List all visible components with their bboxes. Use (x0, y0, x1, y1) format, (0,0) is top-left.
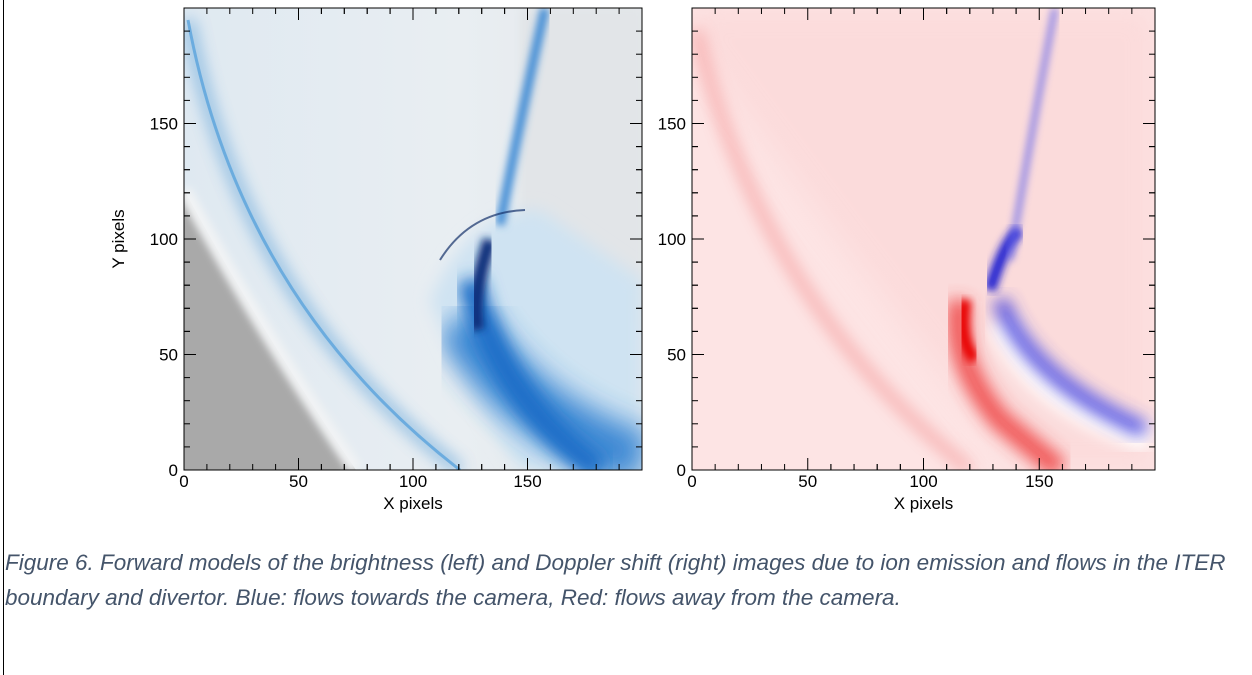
y-tick-label: 100 (150, 230, 178, 249)
y-tick-label: 150 (658, 115, 686, 134)
y-tick-label: 50 (667, 346, 686, 365)
y-tick-label: 0 (677, 461, 686, 480)
x-tick-label: 150 (1025, 472, 1053, 491)
y-tick-label: 0 (169, 461, 178, 480)
figure-caption: Figure 6. Forward models of the brightne… (5, 546, 1230, 615)
x-tick-label: 150 (513, 472, 541, 491)
x-axis-label: X pixels (894, 494, 954, 513)
brightness-image (184, 8, 642, 470)
x-axis-label: X pixels (383, 494, 443, 513)
y-axis-label: Y pixels (109, 209, 128, 268)
y-tick-label: 50 (159, 346, 178, 365)
x-tick-label: 50 (798, 472, 817, 491)
x-tick-label: 50 (289, 472, 308, 491)
figure: 0 50 100 150 0 50 100 150 X pixels Y pixels 0 50 100… (0, 0, 1252, 540)
x-tick-label: 100 (399, 472, 427, 491)
y-tick-label: 100 (658, 230, 686, 249)
x-tick-label: 0 (687, 472, 696, 491)
page: 0 50 100 150 0 50 100 150 X pixels Y pixels 0 50 100… (0, 0, 1252, 675)
x-tick-label: 100 (909, 472, 937, 491)
y-tick-label: 150 (150, 115, 178, 134)
doppler-image (692, 8, 1155, 470)
x-tick-label: 0 (179, 472, 188, 491)
